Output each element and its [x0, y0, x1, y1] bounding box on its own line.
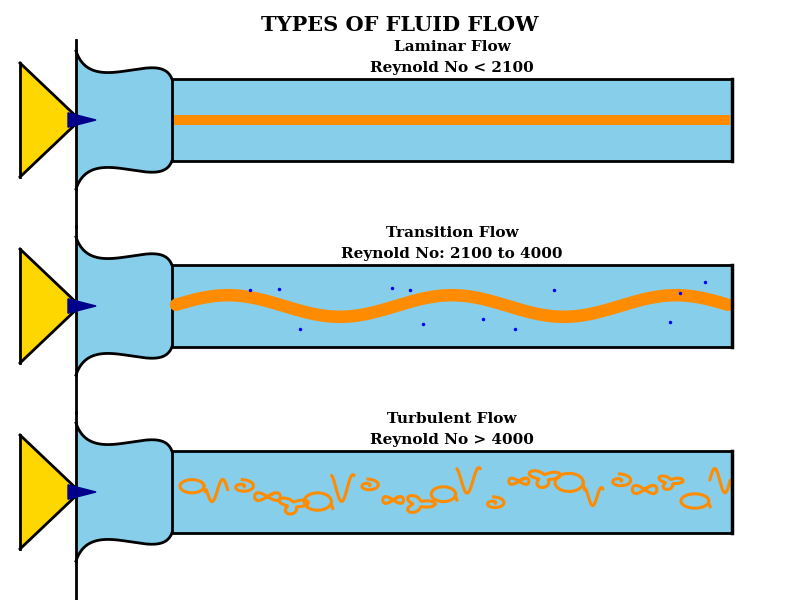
- Polygon shape: [20, 63, 80, 177]
- Polygon shape: [20, 435, 80, 549]
- Polygon shape: [68, 485, 96, 499]
- Text: Transition Flow: Transition Flow: [386, 226, 518, 240]
- Polygon shape: [68, 299, 96, 313]
- Polygon shape: [76, 237, 172, 375]
- Polygon shape: [76, 51, 172, 189]
- Bar: [172, 265, 732, 347]
- Text: Turbulent Flow: Turbulent Flow: [387, 412, 517, 426]
- Polygon shape: [76, 423, 172, 561]
- Text: Laminar Flow: Laminar Flow: [394, 40, 510, 54]
- Polygon shape: [20, 249, 80, 363]
- Text: Reynold No > 4000: Reynold No > 4000: [370, 433, 534, 447]
- Bar: [172, 451, 732, 533]
- Text: Reynold No: 2100 to 4000: Reynold No: 2100 to 4000: [342, 247, 562, 261]
- Bar: [172, 79, 732, 161]
- Text: Reynold No < 2100: Reynold No < 2100: [370, 61, 534, 75]
- Text: TYPES OF FLUID FLOW: TYPES OF FLUID FLOW: [262, 15, 538, 35]
- Polygon shape: [68, 113, 96, 127]
- Bar: [174, 115, 730, 125]
